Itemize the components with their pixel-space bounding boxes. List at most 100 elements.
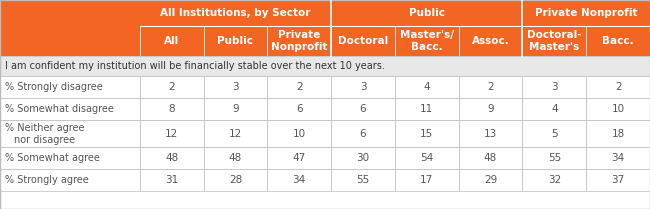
Text: 37: 37 bbox=[612, 175, 625, 185]
Bar bbox=[0, 169, 140, 191]
Text: 10: 10 bbox=[292, 129, 306, 139]
Bar bbox=[203, 120, 267, 147]
Text: 29: 29 bbox=[484, 175, 497, 185]
Bar bbox=[459, 147, 523, 169]
Bar bbox=[0, 98, 140, 120]
Bar bbox=[331, 26, 395, 56]
Bar bbox=[459, 76, 523, 98]
Text: 2: 2 bbox=[488, 82, 494, 92]
Text: 47: 47 bbox=[292, 153, 306, 163]
Text: 8: 8 bbox=[168, 104, 175, 114]
Text: 6: 6 bbox=[359, 129, 367, 139]
Text: Public: Public bbox=[217, 36, 254, 46]
Bar bbox=[0, 147, 140, 169]
Bar bbox=[523, 120, 586, 147]
Bar bbox=[395, 169, 459, 191]
Bar bbox=[331, 147, 395, 169]
Bar bbox=[395, 147, 459, 169]
Bar bbox=[395, 26, 459, 56]
Text: 11: 11 bbox=[420, 104, 434, 114]
Text: Doctoral: Doctoral bbox=[338, 36, 388, 46]
Text: 54: 54 bbox=[420, 153, 434, 163]
Bar bbox=[267, 147, 331, 169]
Bar bbox=[331, 0, 523, 26]
Bar bbox=[140, 120, 203, 147]
Bar bbox=[523, 147, 586, 169]
Bar bbox=[0, 26, 140, 56]
Text: 17: 17 bbox=[420, 175, 434, 185]
Bar bbox=[395, 120, 459, 147]
Text: 9: 9 bbox=[232, 104, 239, 114]
Text: 4: 4 bbox=[551, 104, 558, 114]
Bar bbox=[586, 26, 650, 56]
Text: Master's/
Bacc.: Master's/ Bacc. bbox=[400, 31, 454, 52]
Text: Doctoral-
Master's: Doctoral- Master's bbox=[527, 31, 582, 52]
Bar bbox=[586, 76, 650, 98]
Bar bbox=[523, 76, 586, 98]
Bar bbox=[140, 0, 331, 26]
Bar bbox=[203, 147, 267, 169]
Text: % Somewhat disagree: % Somewhat disagree bbox=[5, 104, 113, 114]
Text: % Neither agree
nor disagree: % Neither agree nor disagree bbox=[5, 123, 84, 145]
Bar bbox=[586, 169, 650, 191]
Text: % Strongly disagree: % Strongly disagree bbox=[5, 82, 102, 92]
Bar bbox=[203, 98, 267, 120]
Text: Private Nonprofit: Private Nonprofit bbox=[535, 8, 638, 18]
Text: 34: 34 bbox=[612, 153, 625, 163]
Text: 18: 18 bbox=[612, 129, 625, 139]
Text: 6: 6 bbox=[359, 104, 367, 114]
Text: 5: 5 bbox=[551, 129, 558, 139]
Bar bbox=[586, 120, 650, 147]
Text: 48: 48 bbox=[484, 153, 497, 163]
Text: Public: Public bbox=[409, 8, 445, 18]
Text: 30: 30 bbox=[356, 153, 370, 163]
Bar bbox=[267, 26, 331, 56]
Bar bbox=[331, 76, 395, 98]
Text: 48: 48 bbox=[165, 153, 178, 163]
Bar bbox=[267, 169, 331, 191]
Text: % Strongly agree: % Strongly agree bbox=[5, 175, 88, 185]
Bar bbox=[0, 56, 650, 76]
Text: 3: 3 bbox=[551, 82, 558, 92]
Bar bbox=[203, 169, 267, 191]
Bar bbox=[0, 76, 140, 98]
Bar bbox=[523, 0, 650, 26]
Bar bbox=[523, 98, 586, 120]
Bar bbox=[0, 120, 140, 147]
Text: All Institutions, by Sector: All Institutions, by Sector bbox=[161, 8, 311, 18]
Bar bbox=[331, 98, 395, 120]
Bar bbox=[395, 98, 459, 120]
Text: 4: 4 bbox=[423, 82, 430, 92]
Text: 48: 48 bbox=[229, 153, 242, 163]
Text: 2: 2 bbox=[168, 82, 175, 92]
Text: 34: 34 bbox=[292, 175, 306, 185]
Bar bbox=[267, 120, 331, 147]
Bar bbox=[459, 26, 523, 56]
Bar bbox=[140, 98, 203, 120]
Text: All: All bbox=[164, 36, 179, 46]
Bar bbox=[140, 26, 203, 56]
Bar bbox=[267, 76, 331, 98]
Bar bbox=[459, 169, 523, 191]
Bar bbox=[331, 169, 395, 191]
Text: 55: 55 bbox=[548, 153, 561, 163]
Text: 28: 28 bbox=[229, 175, 242, 185]
Bar bbox=[395, 76, 459, 98]
Text: 13: 13 bbox=[484, 129, 497, 139]
Text: 31: 31 bbox=[165, 175, 178, 185]
Text: Private
Nonprofit: Private Nonprofit bbox=[271, 31, 328, 52]
Text: 10: 10 bbox=[612, 104, 625, 114]
Text: 9: 9 bbox=[488, 104, 494, 114]
Bar bbox=[523, 26, 586, 56]
Bar bbox=[331, 120, 395, 147]
Text: 32: 32 bbox=[548, 175, 561, 185]
Bar bbox=[140, 147, 203, 169]
Text: 15: 15 bbox=[420, 129, 434, 139]
Text: 55: 55 bbox=[356, 175, 370, 185]
Bar bbox=[0, 0, 140, 26]
Text: 12: 12 bbox=[229, 129, 242, 139]
Bar bbox=[459, 98, 523, 120]
Bar bbox=[586, 147, 650, 169]
Bar bbox=[459, 120, 523, 147]
Bar bbox=[267, 98, 331, 120]
